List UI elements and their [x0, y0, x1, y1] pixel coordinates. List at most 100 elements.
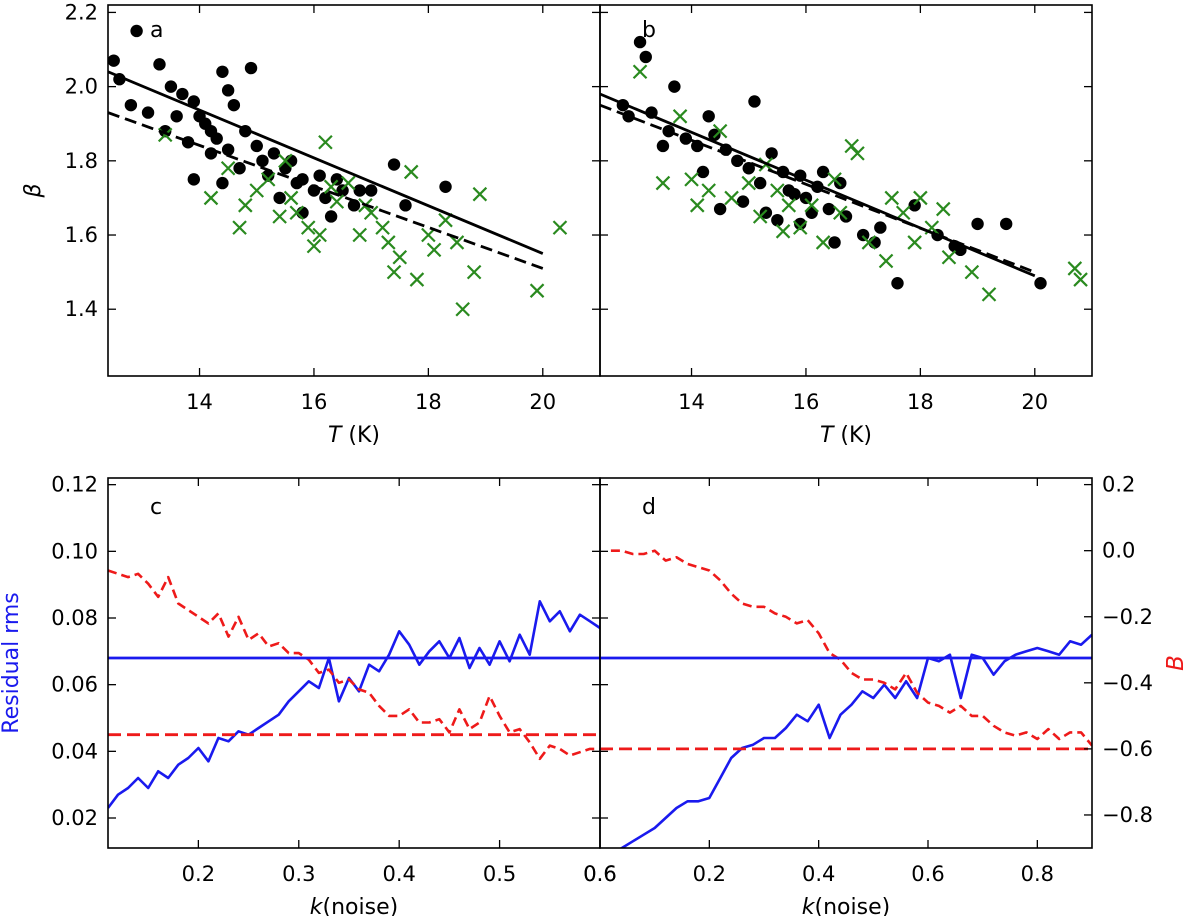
- data-point-cross: [249, 183, 265, 198]
- x-axis-label-unit: (K): [833, 423, 872, 448]
- data-point-cross: [232, 220, 247, 235]
- x-tick-label: 14: [186, 390, 213, 414]
- data-point-dot: [273, 191, 286, 205]
- data-point-dot: [816, 165, 830, 179]
- data-point-dot: [130, 24, 143, 38]
- data-point-dot: [639, 50, 652, 64]
- data-point-cross: [941, 250, 957, 265]
- data-point-cross: [792, 220, 808, 235]
- data-point-cross: [466, 264, 482, 280]
- x-tick-label: 0.2: [693, 862, 726, 886]
- panel-label: d: [642, 495, 656, 520]
- data-point-cross: [529, 283, 545, 298]
- y-tick-label: 0.06: [51, 673, 98, 697]
- data-point-dot: [216, 176, 229, 190]
- y-tick-label: 1.4: [65, 297, 98, 321]
- data-point-dot: [633, 35, 647, 49]
- data-point-dot: [856, 228, 870, 242]
- data-point-cross: [323, 179, 339, 195]
- data-point-cross: [884, 190, 900, 206]
- data-point-dot: [221, 143, 235, 156]
- series-line-b: [610, 549, 1092, 747]
- data-point-cross: [775, 224, 791, 239]
- x-axis-label-unit: (K): [341, 423, 380, 448]
- y-tick-label: 2.2: [65, 0, 98, 24]
- y-axis-label-rms: Residual rms: [0, 592, 24, 733]
- data-point-dot: [748, 95, 761, 108]
- data-point-cross: [701, 183, 716, 198]
- data-point-dot: [187, 95, 201, 108]
- data-point-dot: [170, 110, 183, 123]
- data-point-cross: [684, 172, 699, 187]
- x-tick-label: 0.8: [1021, 862, 1054, 886]
- data-point-cross: [289, 205, 305, 221]
- series-line-residual-rms: [619, 633, 1092, 848]
- data-point-cross: [861, 235, 877, 250]
- data-point-cross: [850, 146, 865, 161]
- data-point-cross: [632, 64, 648, 80]
- x-tick-label: 16: [793, 390, 820, 414]
- data-point-cross: [352, 227, 367, 243]
- data-point-cross: [712, 123, 728, 139]
- data-point-cross: [421, 227, 436, 243]
- data-point-dot: [874, 221, 887, 234]
- data-point-cross: [672, 109, 688, 124]
- plot-area-c: [108, 569, 600, 809]
- data-point-cross: [827, 172, 842, 187]
- x-tick-label: 0.6: [583, 862, 616, 886]
- x-tick-label: 0.4: [382, 862, 415, 886]
- data-point-cross: [312, 227, 327, 243]
- data-point-cross: [409, 272, 425, 287]
- panel-b: 14 16 18 20 b T (K): [599, 4, 1093, 448]
- x-axis-label: T (K): [328, 423, 380, 448]
- x-tick-label: 0.3: [282, 862, 315, 886]
- data-point-dot: [971, 217, 984, 231]
- y2-tick-label: −0.2: [1102, 605, 1153, 629]
- fit-line-dashed: [600, 103, 1036, 274]
- data-point-dot: [164, 80, 178, 93]
- data-point-cross: [283, 190, 299, 206]
- data-point-dot: [181, 136, 195, 149]
- data-point-dot: [622, 110, 635, 123]
- plot-area-b: [600, 35, 1088, 302]
- series-line-b: [108, 569, 600, 761]
- data-point-cross: [403, 164, 419, 180]
- data-point-cross: [300, 220, 316, 235]
- x-tick-label: 20: [1021, 390, 1048, 414]
- y2-tick-label: −0.6: [1102, 737, 1153, 761]
- data-point-cross: [455, 301, 470, 317]
- data-point-dot: [244, 61, 258, 75]
- x-tick-label: 0.6: [911, 862, 944, 886]
- data-point-dot: [210, 132, 223, 145]
- data-point-dot: [891, 277, 904, 290]
- data-point-cross: [1067, 261, 1083, 276]
- data-point-cross: [833, 205, 848, 221]
- y2-tick-label: 0.0: [1102, 539, 1135, 563]
- x-axis-label-unit: (noise): [323, 895, 399, 916]
- data-point-dot: [713, 202, 727, 216]
- fit-line-solid: [108, 70, 544, 255]
- y2-tick-label: −0.4: [1102, 671, 1153, 695]
- data-point-dot: [765, 147, 778, 160]
- data-point-cross: [741, 175, 757, 191]
- data-point-cross: [689, 198, 705, 213]
- data-point-dot: [227, 98, 241, 112]
- panel-label: a: [150, 18, 163, 43]
- data-point-dot: [759, 206, 773, 219]
- data-point-dot: [822, 202, 836, 216]
- data-point-cross: [844, 138, 859, 154]
- x-tick-label: 20: [529, 390, 556, 414]
- data-point-cross: [318, 134, 333, 150]
- x-tick-label: 16: [301, 390, 328, 414]
- x-axis-label: k(noise): [802, 895, 890, 916]
- data-point-dot: [336, 184, 349, 197]
- data-point-dot: [799, 191, 813, 205]
- panel-label: b: [642, 18, 656, 43]
- x-axis-label: k(noise): [310, 895, 398, 916]
- data-point-cross: [363, 205, 379, 221]
- data-point-dot: [668, 80, 681, 93]
- data-point-dot: [794, 217, 807, 231]
- data-point-cross: [781, 198, 797, 213]
- x-axis-label-var: k: [310, 895, 324, 916]
